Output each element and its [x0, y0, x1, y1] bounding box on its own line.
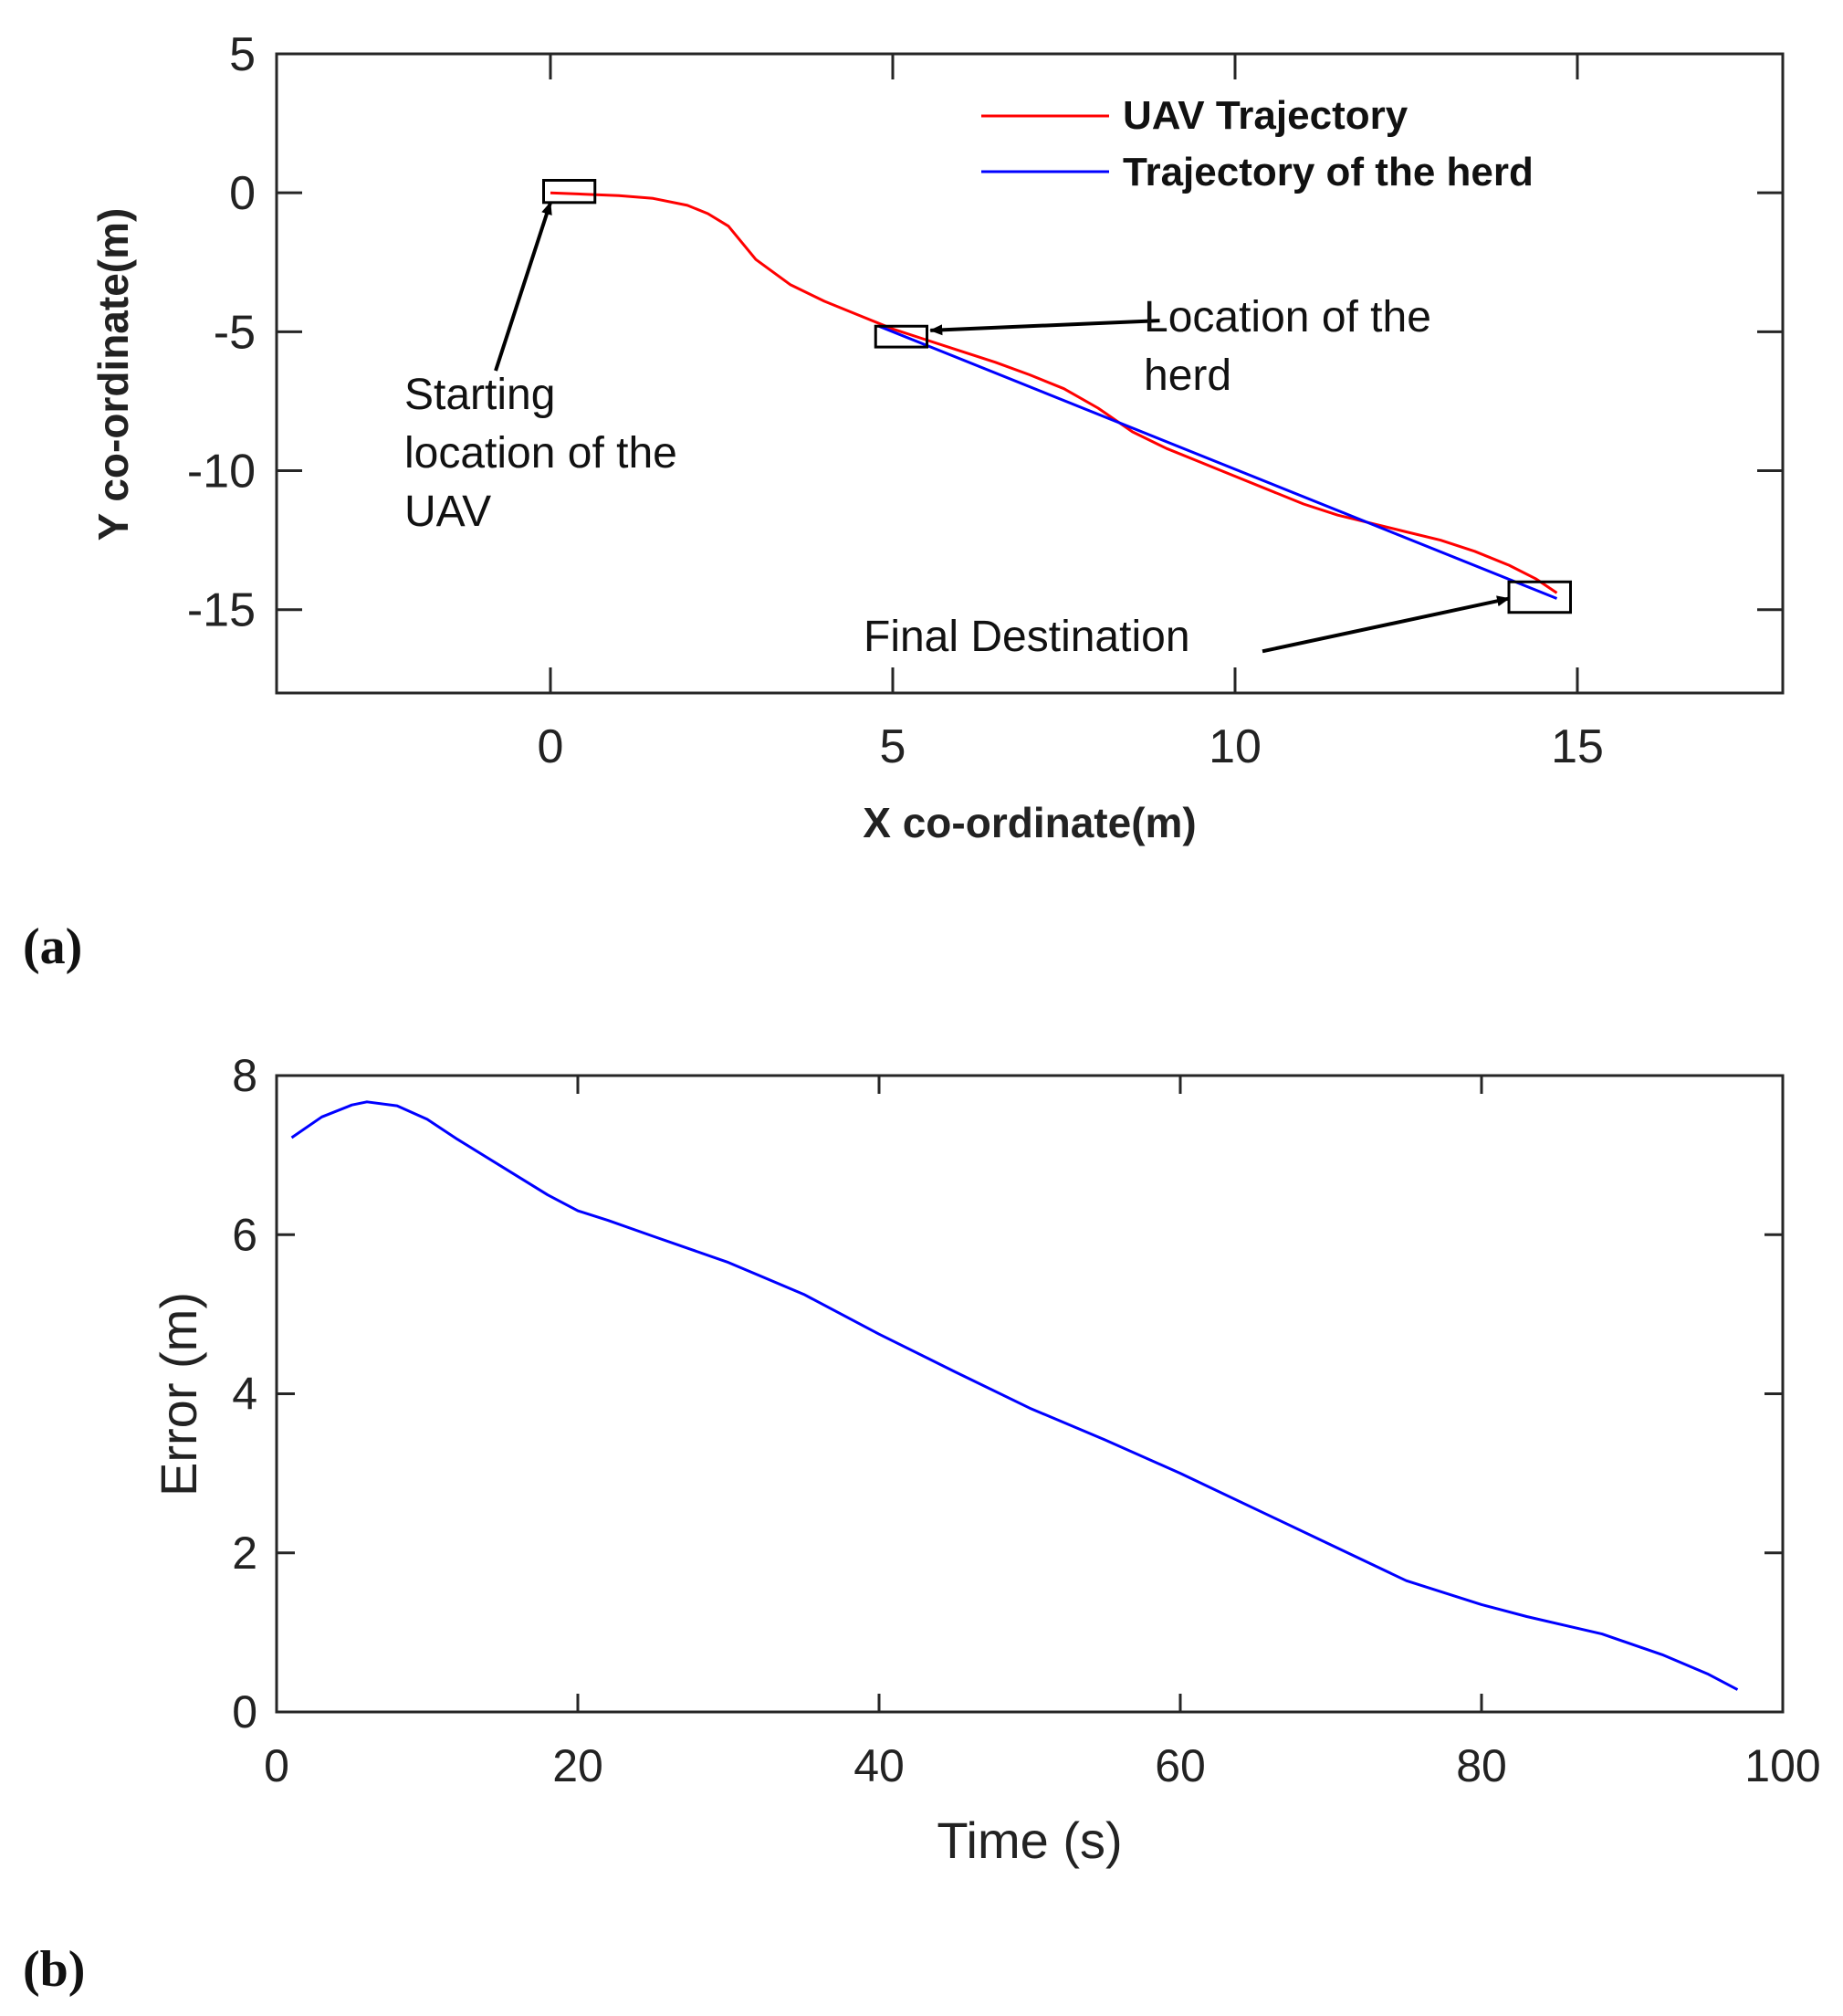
x-tick-label: 80 [1456, 1740, 1507, 1791]
y-tick-label: 4 [232, 1369, 257, 1420]
y-tick-label: 8 [232, 1050, 257, 1101]
annotation-arrow-start [494, 201, 552, 372]
x-tick-label: 10 [1209, 720, 1262, 773]
x-tick-label: 0 [264, 1740, 289, 1791]
y-axis-title-b: Error (m) [150, 1292, 207, 1496]
y-tick-label: 0 [229, 167, 256, 220]
y-tick-label: -10 [187, 446, 256, 499]
x-axis-title-a: X co-ordinate(m) [863, 799, 1196, 846]
trajectory-chart: 0 5 10 15 5 0 -5 -10 -15 Starting location of the… [23, 28, 1785, 975]
y-tick-label: 0 [232, 1686, 257, 1738]
panel-label-b: (b) [23, 1941, 85, 1998]
series-line-error [290, 1100, 1739, 1691]
x-tick-label: 15 [1551, 720, 1604, 773]
x-tick-label: 20 [552, 1740, 603, 1791]
x-axis-title-b: Time (s) [937, 1811, 1122, 1869]
y-axis-title-a: Y co-ordinate(m) [89, 208, 137, 541]
annotation-text-start: Starting [404, 371, 555, 419]
panel-label-a: (a) [23, 919, 82, 975]
x-tick-label: 100 [1744, 1740, 1820, 1791]
x-tick-label: 5 [880, 720, 906, 773]
series-line-herd-trajectory [878, 324, 1558, 600]
y-tick-label: 5 [229, 28, 256, 81]
annotation-text-herd: herd [1144, 352, 1231, 400]
annotation-arrow-final [1262, 595, 1510, 654]
annotation-text-start: UAV [404, 488, 491, 536]
annotation-box-herd [874, 324, 928, 349]
error-chart: 0 20 40 60 80 100 0 2 4 6 8 Time (s) Error (m) (b) [23, 1050, 1821, 1998]
annotation-box-start [542, 178, 597, 205]
x-tick-label: 40 [853, 1740, 905, 1791]
annotation-text-herd: Location of the [1144, 293, 1431, 341]
annotation-arrow-herd [929, 319, 1160, 336]
plot-b-frame [275, 1074, 1785, 1714]
series-line-uav-trajectory [550, 191, 1558, 594]
legend: UAV Trajectory Trajectory of the herd [981, 93, 1534, 194]
y-tick-label: -5 [214, 306, 256, 359]
x-tick-label: 0 [538, 720, 564, 773]
y-tick-label: -15 [187, 584, 256, 637]
x-tick-label: 60 [1155, 1740, 1206, 1791]
annotation-text-start: location of the [404, 429, 677, 478]
y-tick-label: 6 [232, 1209, 257, 1260]
annotation-text-final: Final Destination [864, 613, 1190, 661]
y-tick-label: 2 [232, 1528, 257, 1579]
legend-label-herd: Trajectory of the herd [1123, 150, 1534, 194]
legend-label-uav: UAV Trajectory [1123, 93, 1408, 138]
